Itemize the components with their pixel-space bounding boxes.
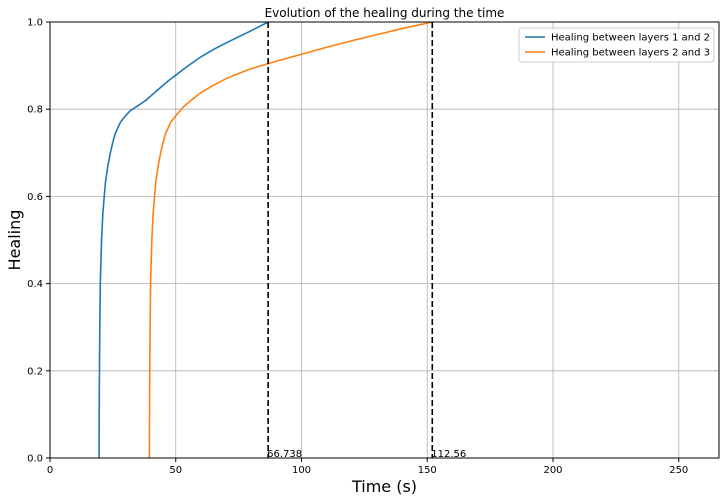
vertical-lines: 66.738 112.56 (267, 22, 466, 460)
x-tick-label: 50 (169, 465, 182, 476)
legend-label-2: Healing between layers 2 and 3 (551, 48, 710, 59)
series-line-2 (148, 21, 433, 459)
vertical-line-label-1: 66.738 (267, 449, 302, 460)
axes-frame (49, 21, 720, 459)
vertical-line-label-2: 112.56 (431, 449, 466, 460)
y-tick-label: 0.4 (27, 279, 43, 290)
legend: Healing between layers 1 and 2 Healing be… (518, 27, 715, 63)
y-tick-label: 0.2 (27, 366, 43, 377)
legend-label-1: Healing between layers 1 and 2 (551, 33, 710, 44)
y-axis-label: Healing (5, 210, 24, 271)
y-tick-label: 0.8 (27, 105, 43, 116)
y-tick-label: 1.0 (27, 18, 43, 29)
y-ticks: 0.0 0.2 0.4 0.6 0.8 1.0 (27, 18, 50, 465)
x-tick-label: 150 (418, 465, 437, 476)
legend-box (518, 27, 715, 63)
x-axis-label: Time (s) (351, 477, 417, 496)
chart-title: Evolution of the healing during the time (265, 6, 505, 20)
x-ticks: 0 50 100 150 200 250 (47, 458, 688, 476)
x-tick-label: 0 (47, 465, 53, 476)
series-layer (98, 21, 433, 459)
series-line-1 (98, 21, 269, 459)
x-tick-label: 200 (543, 465, 562, 476)
x-tick-label: 250 (669, 465, 688, 476)
x-tick-label: 100 (292, 465, 311, 476)
y-tick-label: 0.6 (27, 192, 43, 203)
y-tick-label: 0.0 (27, 454, 43, 465)
